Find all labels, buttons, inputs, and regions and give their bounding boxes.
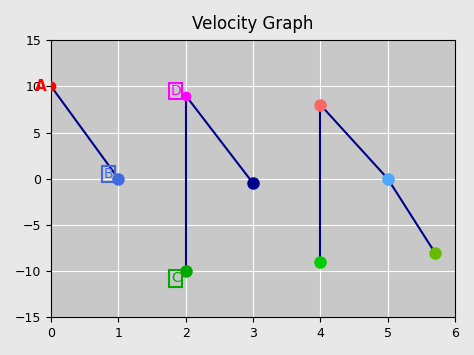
Text: D: D — [170, 84, 181, 98]
Text: A: A — [35, 79, 47, 94]
Text: C: C — [171, 272, 181, 285]
Title: Velocity Graph: Velocity Graph — [192, 15, 314, 33]
Text: B: B — [103, 167, 113, 181]
